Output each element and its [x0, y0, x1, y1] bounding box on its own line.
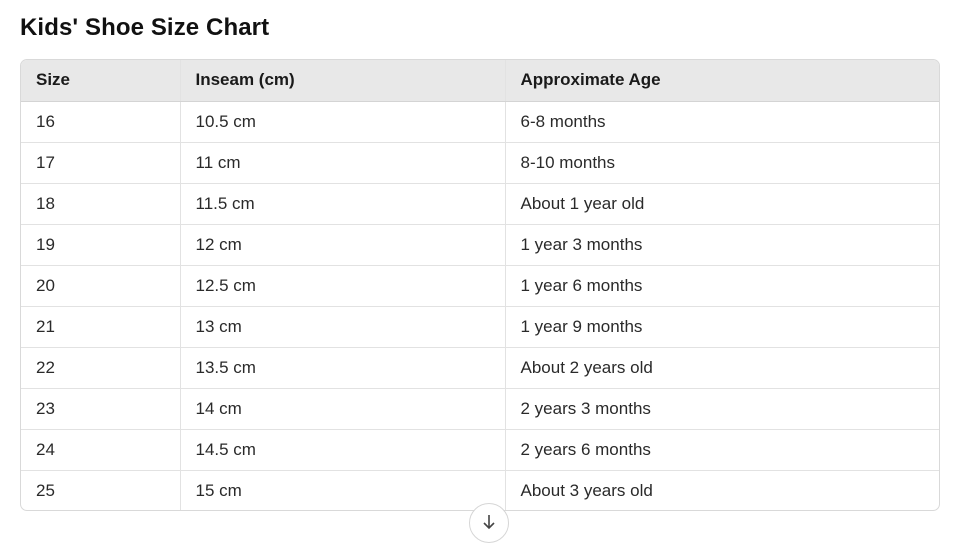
table-row: 20 12.5 cm 1 year 6 months	[21, 264, 939, 306]
table-body: 16 10.5 cm 6-8 months 17 11 cm 8-10 months 18 1…	[21, 101, 939, 510]
scroll-down-button[interactable]	[469, 503, 509, 543]
table-row: 21 13 cm 1 year 9 months	[21, 305, 939, 347]
cell-age: 2 years 3 months	[504, 387, 939, 429]
cell-size: 24	[21, 428, 180, 470]
table-row: 17 11 cm 8-10 months	[21, 141, 939, 183]
cell-age: 1 year 9 months	[504, 305, 939, 347]
cell-age: About 2 years old	[504, 346, 939, 388]
cell-inseam: 13 cm	[179, 305, 505, 347]
cell-inseam: 14 cm	[179, 387, 505, 429]
cell-age: 1 year 3 months	[504, 223, 939, 265]
cell-size: 21	[21, 305, 180, 347]
table-row: 16 10.5 cm 6-8 months	[21, 101, 939, 142]
cell-size: 19	[21, 223, 180, 265]
header-age: Approximate Age	[504, 60, 939, 102]
cell-inseam: 15 cm	[179, 469, 505, 510]
arrow-down-icon	[483, 515, 495, 530]
cell-inseam: 12.5 cm	[179, 264, 505, 306]
table-row: 19 12 cm 1 year 3 months	[21, 223, 939, 265]
header-inseam: Inseam (cm)	[179, 60, 505, 102]
cell-inseam: 14.5 cm	[179, 428, 505, 470]
cell-age: 1 year 6 months	[504, 264, 939, 306]
cell-inseam: 10.5 cm	[179, 101, 505, 142]
cell-inseam: 12 cm	[179, 223, 505, 265]
size-table: Size Inseam (cm) Approximate Age 16 10.5 …	[21, 60, 939, 510]
header-size: Size	[21, 60, 180, 102]
page-title: Kids' Shoe Size Chart	[20, 14, 270, 41]
cell-age: 8-10 months	[504, 141, 939, 183]
cell-age: About 1 year old	[504, 182, 939, 224]
table-row: 25 15 cm About 3 years old	[21, 469, 939, 510]
cell-age: 2 years 6 months	[504, 428, 939, 470]
cell-age: 6-8 months	[504, 101, 939, 142]
cell-inseam: 13.5 cm	[179, 346, 505, 388]
cell-size: 22	[21, 346, 180, 388]
cell-size: 20	[21, 264, 180, 306]
table-row: 23 14 cm 2 years 3 months	[21, 387, 939, 429]
cell-size: 23	[21, 387, 180, 429]
table-row: 22 13.5 cm About 2 years old	[21, 346, 939, 388]
cell-size: 16	[36, 111, 55, 131]
table-header: Size Inseam (cm) Approximate Age	[21, 60, 939, 102]
cell-size: 18	[21, 182, 180, 224]
cell-inseam: 11 cm	[179, 141, 505, 183]
cell-size: 17	[21, 141, 180, 183]
cell-size: 25	[21, 469, 180, 510]
table-row: 18 11.5 cm About 1 year old	[21, 182, 939, 224]
table-row: 24 14.5 cm 2 years 6 months	[21, 428, 939, 470]
cell-age: About 3 years old	[504, 469, 939, 510]
cell-inseam: 11.5 cm	[179, 182, 505, 224]
header-row: Size Inseam (cm) Approximate Age	[21, 60, 939, 102]
size-table-container: Size Inseam (cm) Approximate Age 16 10.5 …	[20, 59, 940, 511]
